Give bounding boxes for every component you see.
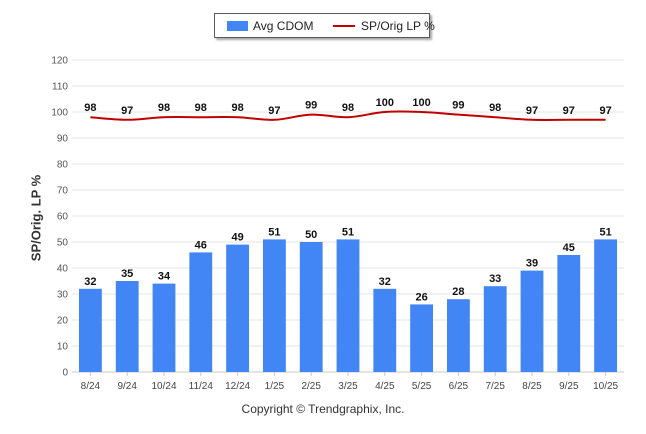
- bar-value-label: 45: [563, 242, 575, 254]
- bar: [336, 239, 360, 372]
- bar-value-label: 32: [84, 276, 96, 288]
- y-axis-ticks: 0 10 20 30 40 50 60 70 80 90 100 110 120: [51, 56, 68, 379]
- line-value-label: 97: [121, 105, 133, 117]
- legend-item-sp-orig-lp: SP/Orig LP %: [361, 19, 435, 33]
- bar: [373, 288, 397, 372]
- x-axis-ticks: 8/24 9/24 10/24 11/24 12/24 1/25 2/25 3/25 4/25 5…: [81, 372, 619, 392]
- x-tick-label: 8/24: [81, 381, 101, 392]
- bar-value-label: 50: [305, 229, 317, 241]
- line-value-label: 98: [158, 102, 170, 114]
- bar-data-labels: 32 35 34 46 49 51 50 51 32 26 28 33 39 45 51: [84, 226, 611, 303]
- line-data-labels: 98 97 98 98 98 97 99 98 100 100 99 98 97 97 97: [84, 97, 611, 117]
- bar: [115, 281, 139, 372]
- bar-value-label: 51: [268, 226, 280, 238]
- bar-value-label: 33: [489, 273, 501, 285]
- bar: [78, 288, 102, 372]
- y-tick-label: 80: [57, 160, 69, 171]
- x-tick-label: 3/25: [338, 381, 358, 392]
- y-tick-label: 10: [57, 342, 69, 353]
- line-value-label: 98: [342, 102, 354, 114]
- bar-value-label: 35: [121, 268, 133, 280]
- y-tick-label: 40: [57, 264, 69, 275]
- x-tick-label: 1/25: [265, 381, 285, 392]
- bar: [446, 299, 470, 372]
- x-tick-label: 10/25: [593, 381, 618, 392]
- bar-value-label: 32: [379, 276, 391, 288]
- bar-value-label: 28: [452, 286, 464, 298]
- line-value-label: 97: [599, 105, 611, 117]
- x-tick-label: 6/25: [449, 381, 469, 392]
- bar: [410, 304, 434, 372]
- y-tick-label: 0: [62, 368, 68, 379]
- y-tick-label: 30: [57, 290, 69, 301]
- bar-value-label: 46: [195, 239, 207, 251]
- bar-series: [78, 239, 618, 372]
- legend-line-swatch: [333, 25, 355, 27]
- bar-value-label: 39: [526, 258, 538, 270]
- copyright-footer: Copyright © Trendgraphix, Inc.: [241, 402, 405, 416]
- series-line: [90, 110, 606, 122]
- y-axis-title: SP/Orig. LP %: [28, 174, 44, 262]
- line-value-label: 97: [526, 105, 538, 117]
- y-tick-label: 20: [57, 316, 69, 327]
- x-tick-label: 10/24: [151, 381, 176, 392]
- bar: [520, 270, 544, 372]
- bar-value-label: 49: [231, 232, 243, 244]
- line-value-label: 99: [452, 100, 464, 112]
- x-tick-label: 12/24: [225, 381, 250, 392]
- bar: [557, 255, 581, 372]
- line-value-label: 100: [376, 97, 394, 109]
- y-tick-label: 50: [57, 238, 69, 249]
- legend-item-avg-cdom: Avg CDOM: [253, 19, 314, 33]
- bar: [483, 286, 507, 372]
- x-tick-label: 9/24: [117, 381, 137, 392]
- line-value-label: 98: [195, 102, 207, 114]
- line-value-label: 97: [563, 105, 575, 117]
- line-value-label: 98: [489, 102, 501, 114]
- bar: [299, 242, 323, 372]
- bar: [152, 283, 176, 372]
- y-tick-label: 90: [57, 134, 69, 145]
- y-tick-label: 120: [51, 56, 68, 67]
- y-tick-label: 70: [57, 186, 69, 197]
- line-value-label: 100: [412, 97, 430, 109]
- line-series: [90, 110, 606, 122]
- line-value-label: 98: [231, 102, 243, 114]
- bar: [262, 239, 286, 372]
- bar-value-label: 51: [599, 226, 611, 238]
- x-tick-label: 2/25: [301, 381, 321, 392]
- bar-value-label: 51: [342, 226, 354, 238]
- legend: Avg CDOM SP/Orig LP %: [214, 13, 435, 38]
- bar: [226, 244, 250, 372]
- x-tick-label: 7/25: [485, 381, 505, 392]
- x-tick-label: 5/25: [412, 381, 432, 392]
- bar-value-label: 26: [415, 291, 427, 303]
- line-value-label: 97: [268, 105, 280, 117]
- bar: [594, 239, 618, 372]
- x-tick-label: 9/25: [559, 381, 579, 392]
- x-tick-label: 8/25: [522, 381, 542, 392]
- line-value-label: 99: [305, 100, 317, 112]
- y-tick-label: 110: [52, 82, 68, 93]
- bar-value-label: 34: [158, 271, 171, 283]
- x-tick-label: 11/24: [189, 381, 214, 392]
- y-tick-label: 100: [51, 108, 68, 119]
- bar: [189, 252, 213, 372]
- y-tick-label: 60: [57, 212, 69, 223]
- x-tick-label: 4/25: [375, 381, 395, 392]
- legend-bar-swatch: [227, 21, 248, 31]
- line-value-label: 98: [84, 102, 96, 114]
